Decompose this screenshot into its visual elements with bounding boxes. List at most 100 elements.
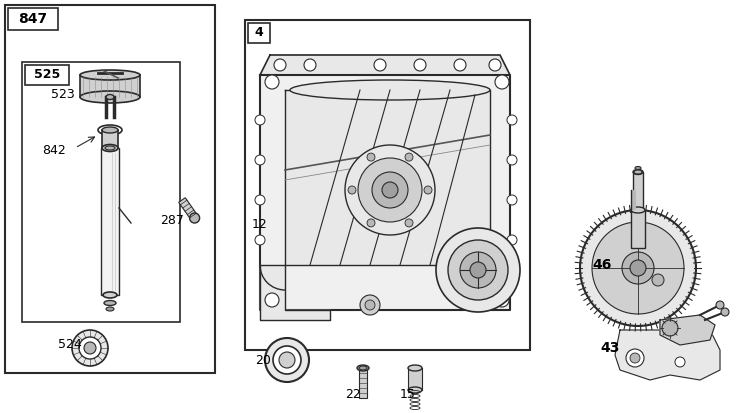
- Ellipse shape: [633, 169, 643, 175]
- Ellipse shape: [631, 207, 645, 213]
- Circle shape: [360, 295, 380, 315]
- Ellipse shape: [359, 366, 367, 370]
- Bar: [80, 75, 140, 97]
- Circle shape: [630, 353, 640, 363]
- Ellipse shape: [98, 125, 122, 135]
- Text: 4: 4: [254, 26, 263, 40]
- Circle shape: [255, 155, 265, 165]
- Text: 525: 525: [34, 69, 60, 81]
- Polygon shape: [260, 55, 510, 75]
- Bar: [408, 368, 422, 390]
- Bar: [25, 65, 69, 85]
- Circle shape: [495, 293, 509, 307]
- Circle shape: [345, 145, 435, 235]
- Circle shape: [365, 300, 375, 310]
- Polygon shape: [260, 265, 330, 320]
- Ellipse shape: [357, 365, 369, 371]
- Bar: [248, 23, 270, 43]
- Circle shape: [279, 352, 295, 368]
- Polygon shape: [285, 90, 490, 265]
- Text: 12: 12: [252, 218, 268, 232]
- Text: 842: 842: [42, 143, 66, 157]
- Ellipse shape: [104, 301, 116, 306]
- Text: 46: 46: [592, 258, 611, 272]
- Circle shape: [507, 235, 517, 245]
- Text: 523: 523: [51, 88, 75, 102]
- Ellipse shape: [290, 80, 490, 100]
- Circle shape: [622, 252, 654, 284]
- Ellipse shape: [106, 307, 114, 311]
- Circle shape: [304, 59, 316, 71]
- Bar: [8, 8, 58, 30]
- Text: eReplacementParts.com: eReplacementParts.com: [276, 208, 429, 221]
- Circle shape: [495, 75, 509, 89]
- Ellipse shape: [102, 127, 118, 133]
- Text: 287: 287: [160, 214, 184, 226]
- Bar: [22, 62, 180, 322]
- Circle shape: [72, 330, 108, 366]
- Circle shape: [507, 155, 517, 165]
- Circle shape: [507, 115, 517, 125]
- Ellipse shape: [80, 91, 140, 103]
- Ellipse shape: [80, 70, 140, 80]
- Text: 15: 15: [400, 389, 416, 401]
- Circle shape: [652, 274, 664, 286]
- Circle shape: [372, 172, 408, 208]
- Circle shape: [436, 228, 520, 312]
- Circle shape: [265, 338, 309, 382]
- Ellipse shape: [408, 387, 422, 393]
- Circle shape: [448, 240, 508, 300]
- Circle shape: [255, 195, 265, 205]
- Circle shape: [358, 158, 422, 222]
- Circle shape: [424, 186, 432, 194]
- Circle shape: [454, 59, 466, 71]
- Circle shape: [255, 115, 265, 125]
- Bar: [101, 148, 119, 295]
- Circle shape: [489, 59, 501, 71]
- Circle shape: [662, 320, 678, 336]
- Circle shape: [460, 252, 496, 288]
- Circle shape: [580, 210, 696, 326]
- Circle shape: [405, 219, 413, 227]
- Circle shape: [405, 153, 413, 161]
- Bar: [631, 190, 636, 210]
- Circle shape: [348, 186, 356, 194]
- Circle shape: [274, 59, 286, 71]
- Circle shape: [382, 182, 398, 198]
- Ellipse shape: [105, 146, 115, 150]
- Circle shape: [265, 293, 279, 307]
- Ellipse shape: [103, 292, 117, 298]
- Bar: [359, 368, 367, 398]
- Circle shape: [84, 342, 96, 354]
- Text: 43: 43: [600, 341, 619, 355]
- Circle shape: [626, 349, 644, 367]
- Polygon shape: [660, 315, 715, 345]
- Circle shape: [367, 153, 375, 161]
- Ellipse shape: [635, 166, 641, 169]
- Circle shape: [675, 357, 685, 367]
- Circle shape: [507, 195, 517, 205]
- Circle shape: [265, 75, 279, 89]
- Bar: [245, 20, 530, 350]
- Circle shape: [721, 308, 729, 316]
- Circle shape: [716, 301, 724, 309]
- Polygon shape: [260, 75, 510, 310]
- Text: 20: 20: [255, 354, 271, 366]
- Bar: [631, 210, 645, 248]
- Circle shape: [630, 260, 646, 276]
- Polygon shape: [615, 330, 720, 380]
- Text: 22: 22: [345, 389, 361, 401]
- Circle shape: [414, 59, 426, 71]
- Ellipse shape: [102, 145, 118, 152]
- Ellipse shape: [190, 213, 200, 223]
- Circle shape: [374, 59, 386, 71]
- Bar: [102, 130, 118, 148]
- Circle shape: [79, 337, 101, 359]
- Polygon shape: [178, 198, 198, 220]
- Bar: [633, 172, 643, 210]
- Circle shape: [470, 262, 486, 278]
- Text: 847: 847: [19, 12, 47, 26]
- Ellipse shape: [408, 365, 422, 371]
- Circle shape: [367, 219, 375, 227]
- Text: 524: 524: [58, 339, 82, 351]
